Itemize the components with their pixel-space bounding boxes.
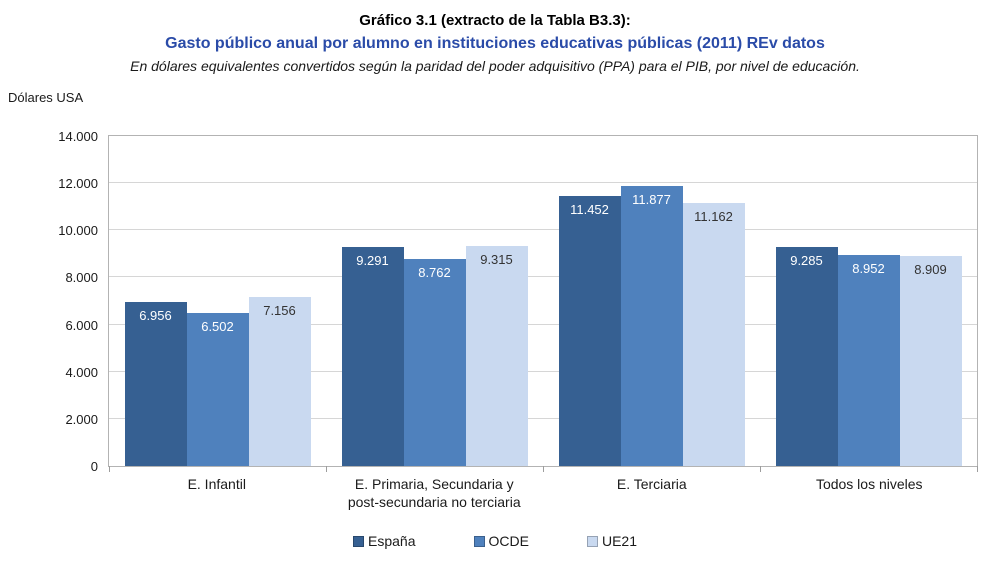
y-tick-label: 0 (90, 459, 98, 474)
bar-ocde: 11.877 (620, 186, 683, 466)
bar-ue21: 8.909 (899, 256, 962, 466)
x-axis-tick (977, 466, 978, 472)
x-axis-category-label: Todos los niveles (815, 476, 923, 492)
plot-area: 6.956 6.502 7.156 9.291 8.762 9.315 11.452 11.8… (108, 135, 978, 472)
y-tick-label: 8.000 (65, 270, 98, 286)
bar-ocde: 8.762 (403, 259, 466, 466)
bar-value-label: 8.952 (852, 261, 885, 276)
bar-value-label: 8.909 (914, 262, 947, 277)
y-tick-label: 10.000 (58, 223, 98, 239)
y-tick-label: 12.000 (58, 176, 98, 192)
bar-ocde: 6.502 (186, 313, 249, 466)
x-axis-tick (543, 466, 544, 472)
legend: España OCDE UE21 (0, 533, 990, 549)
gridline (109, 370, 977, 372)
legend-label: OCDE (488, 533, 529, 549)
bar-value-label: 9.285 (790, 253, 823, 268)
legend-item-ocde: OCDE (473, 533, 529, 549)
bar-group: 9.285 8.952 8.909 (760, 136, 977, 466)
y-tick-label: 14.000 (58, 129, 98, 144)
bar-españa: 11.452 (558, 196, 621, 466)
y-tick-label: 4.000 (65, 364, 98, 380)
gridline (109, 417, 977, 419)
bar-ue21: 9.315 (465, 246, 528, 466)
y-axis: 0 2.000 4.000 6.000 8.000 10.000 12.000 14.000 (8, 129, 108, 474)
x-axis-category-label: E. Infantil (187, 476, 246, 492)
legend-swatch (353, 535, 365, 547)
y-tick-label: 2.000 (65, 411, 98, 427)
legend-label: España (368, 533, 416, 549)
bar-españa: 9.285 (775, 247, 838, 466)
x-axis-tick (109, 466, 110, 472)
x-axis-tick (760, 466, 761, 472)
legend-item-ue21: UE21 (586, 533, 637, 549)
gridline (109, 229, 977, 231)
x-axis-labels: E. Infantil E. Primaria, Secundaria y pos… (108, 467, 978, 511)
bar-value-label: 11.877 (632, 192, 671, 207)
bar-groups: 6.956 6.502 7.156 9.291 8.762 9.315 11.452 11.8… (109, 136, 977, 466)
bar-ue21: 11.162 (682, 203, 745, 466)
bar-group: 6.956 6.502 7.156 (109, 136, 326, 466)
legend-swatch (473, 535, 485, 547)
chart-area: 0 2.000 4.000 6.000 8.000 10.000 12.000 14.000 … (8, 129, 978, 474)
chart-subtitle: Gasto público anual por alumno en instit… (165, 35, 825, 52)
bar-group: 11.452 11.877 11.162 (543, 136, 760, 466)
y-tick-label: 6.000 (65, 317, 98, 333)
bar-ocde: 8.952 (837, 255, 900, 466)
gridline (109, 182, 977, 184)
bar-españa: 9.291 (341, 247, 404, 466)
gridline (109, 276, 977, 278)
bar-value-label: 8.762 (418, 265, 451, 280)
legend-label: UE21 (601, 533, 637, 549)
chart-header: Gráfico 3.1 (extracto de la Tabla B3.3):… (0, 12, 990, 74)
bar-value-label: 9.291 (356, 253, 389, 268)
bar-value-label: 7.156 (263, 303, 296, 318)
bar-value-label: 6.956 (139, 308, 172, 323)
chart-title: Gráfico 3.1 (extracto de la Tabla B3.3): (359, 12, 631, 29)
bar-value-label: 11.162 (694, 209, 733, 224)
bar-españa: 6.956 (124, 302, 187, 466)
bar-ue21: 7.156 (248, 297, 311, 466)
x-axis-category-label: E. Primaria, Secundaria y post-secundari… (347, 476, 521, 510)
gridline (109, 323, 977, 325)
bar-value-label: 9.315 (480, 252, 513, 267)
y-axis-title: Dólares USA (8, 90, 84, 105)
bar-value-label: 6.502 (201, 319, 234, 334)
x-axis-tick (326, 466, 327, 472)
legend-swatch (586, 535, 598, 547)
bar-value-label: 11.452 (570, 202, 609, 217)
x-axis-category-label: E. Terciaria (616, 476, 687, 492)
chart-note: En dólares equivalentes convertidos segú… (130, 58, 860, 74)
legend-item-españa: España (353, 533, 416, 549)
bar-group: 9.291 8.762 9.315 (326, 136, 543, 466)
